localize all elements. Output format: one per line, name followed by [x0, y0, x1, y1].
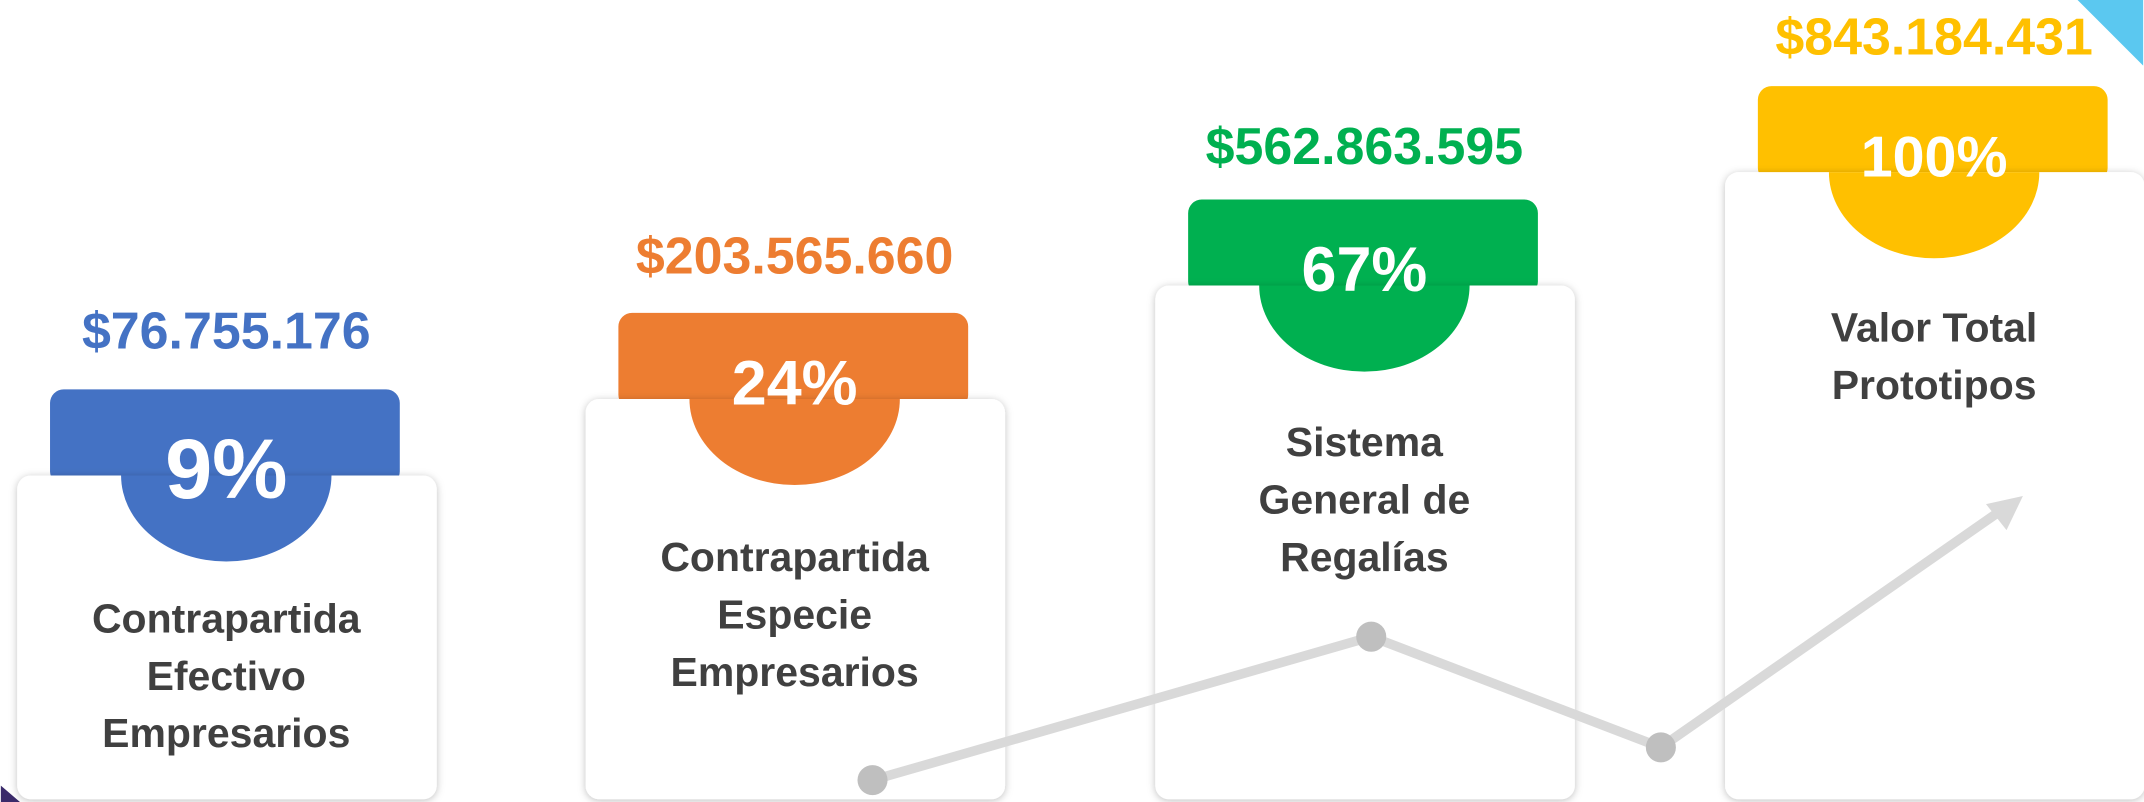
card-group: $562.863.595 67% Sistema General de Regalías: [1155, 118, 1575, 800]
amount: $843.184.431: [1775, 9, 2093, 67]
arrow-head: [1986, 495, 2023, 531]
card-label: Contrapartida: [660, 534, 930, 580]
card-label: Valor Total: [1831, 304, 2037, 350]
card-group: $76.755.176 9% Contrapartida Efectivo Empres…: [17, 302, 437, 800]
card-group: $203.565.660 24% Contrapartida Especie Empre…: [585, 227, 1006, 800]
card-label: Efectivo: [147, 653, 306, 699]
percent: 24%: [732, 349, 858, 419]
card-badge: [121, 475, 332, 562]
trend-line: [857, 495, 2023, 796]
card-label: Sistema: [1286, 419, 1444, 465]
amount: $203.565.660: [636, 227, 954, 285]
amount: $76.755.176: [82, 302, 371, 360]
card-badge: [1828, 172, 2040, 259]
card-tab: [1757, 86, 2108, 182]
card-tab: [618, 312, 969, 409]
card-badge: [1259, 285, 1470, 372]
card-tab: [50, 389, 400, 486]
corner-decoration: [0, 785, 20, 802]
card-label: General de: [1258, 477, 1470, 523]
card: [17, 475, 437, 800]
trend-point: [857, 765, 888, 796]
trend-path: [871, 508, 2002, 785]
card-tab: [1188, 199, 1538, 296]
card-label: Regalías: [1280, 534, 1449, 580]
card-group: $843.184.431 100% Valor Total Prototipos: [1725, 9, 2144, 800]
corner-decoration: [2077, 0, 2144, 66]
percent: 67%: [1302, 235, 1428, 305]
card-badge: [689, 398, 900, 486]
percent: 100%: [1861, 125, 2008, 189]
card-label: Empresarios: [102, 710, 350, 756]
amount: $562.863.595: [1206, 118, 1524, 176]
card-label: Prototipos: [1832, 362, 2037, 408]
trend-point: [1356, 621, 1387, 652]
cards: $76.755.176 9% Contrapartida Efectivo Empres…: [17, 9, 2144, 800]
card-label: Empresarios: [671, 649, 919, 695]
card: [585, 398, 1006, 800]
card: [1725, 172, 2144, 800]
trend-point: [1645, 732, 1676, 763]
percent: 9%: [165, 421, 287, 516]
card-label: Contrapartida: [92, 595, 362, 641]
card-label: Especie: [717, 591, 872, 637]
